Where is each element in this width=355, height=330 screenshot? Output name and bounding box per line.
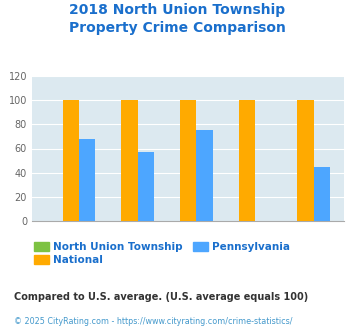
Bar [180, 100, 196, 221]
Bar [314, 167, 330, 221]
Bar [62, 100, 79, 221]
Text: © 2025 CityRating.com - https://www.cityrating.com/crime-statistics/: © 2025 CityRating.com - https://www.city… [14, 317, 293, 326]
Bar [79, 139, 95, 221]
Text: Compared to U.S. average. (U.S. average equals 100): Compared to U.S. average. (U.S. average … [14, 292, 308, 302]
Text: 2018 North Union Township
Property Crime Comparison: 2018 North Union Township Property Crime… [69, 3, 286, 35]
Bar [239, 100, 255, 221]
Bar [138, 152, 154, 221]
Legend: North Union Township, National, Pennsylvania: North Union Township, National, Pennsylv… [30, 238, 294, 269]
Bar [297, 100, 314, 221]
Bar [196, 130, 213, 221]
Bar [121, 100, 138, 221]
